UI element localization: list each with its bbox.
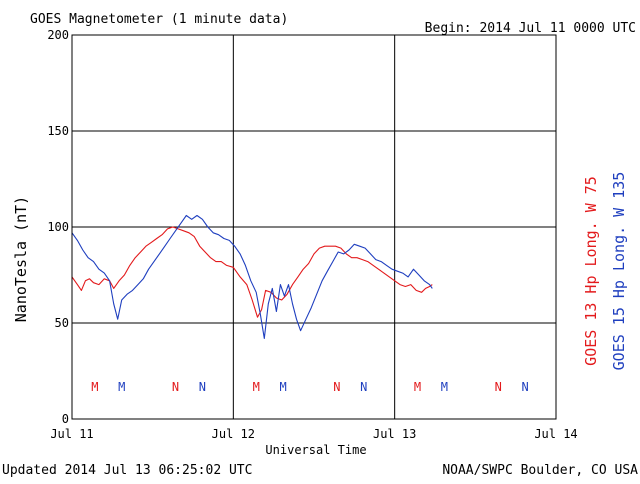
y-tick-label: 200 bbox=[47, 28, 69, 42]
plot-frame bbox=[71, 34, 557, 420]
x-tick-label: Jul 11 bbox=[50, 427, 93, 441]
midnight-noon-marker: M bbox=[441, 380, 448, 394]
y-tick-label: 50 bbox=[55, 316, 69, 330]
midnight-noon-marker: N bbox=[199, 380, 206, 394]
y-axis-label: NanoTesla (nT) bbox=[12, 196, 30, 322]
midnight-noon-marker: N bbox=[172, 380, 179, 394]
y-tick-label: 150 bbox=[47, 124, 69, 138]
begin-time: Begin: 2014 Jul 11 0000 UTC bbox=[425, 21, 636, 36]
midnight-noon-marker: M bbox=[91, 380, 98, 394]
midnight-noon-marker: N bbox=[521, 380, 528, 394]
midnight-noon-marker: N bbox=[495, 380, 502, 394]
midnight-noon-marker: M bbox=[253, 380, 260, 394]
midnight-noon-marker: M bbox=[414, 380, 421, 394]
midnight-noon-marker: M bbox=[279, 380, 286, 394]
chart-title: GOES Magnetometer (1 minute data) bbox=[30, 12, 288, 27]
midnight-noon-marker: M bbox=[118, 380, 125, 394]
tick-marks: 0 50 100 150 200 Jul 11 Jul 12 Jul 13 Jul 14 bbox=[47, 28, 577, 441]
midnight-noon-marker: N bbox=[333, 380, 340, 394]
series-line-goes15 bbox=[71, 214, 433, 339]
x-tick-label: Jul 13 bbox=[373, 427, 416, 441]
y-tick-label: 100 bbox=[47, 220, 69, 234]
series-line-goes13 bbox=[71, 226, 433, 318]
y-tick-label: 0 bbox=[62, 412, 69, 426]
x-tick-label: Jul 14 bbox=[534, 427, 577, 441]
updated-time: Updated 2014 Jul 13 06:25:02 UTC bbox=[2, 463, 252, 478]
legend-goes13: GOES 13 Hp Long. W 75 bbox=[582, 176, 600, 366]
x-axis-label: Universal Time bbox=[265, 443, 366, 457]
x-tick-label: Jul 12 bbox=[212, 427, 255, 441]
legend-goes15: GOES 15 Hp Long. W 135 bbox=[610, 172, 628, 371]
series-lines bbox=[71, 214, 433, 339]
grid-lines bbox=[72, 35, 556, 419]
credit: NOAA/SWPC Boulder, CO USA bbox=[442, 463, 638, 478]
midnight-noon-marker: N bbox=[360, 380, 367, 394]
